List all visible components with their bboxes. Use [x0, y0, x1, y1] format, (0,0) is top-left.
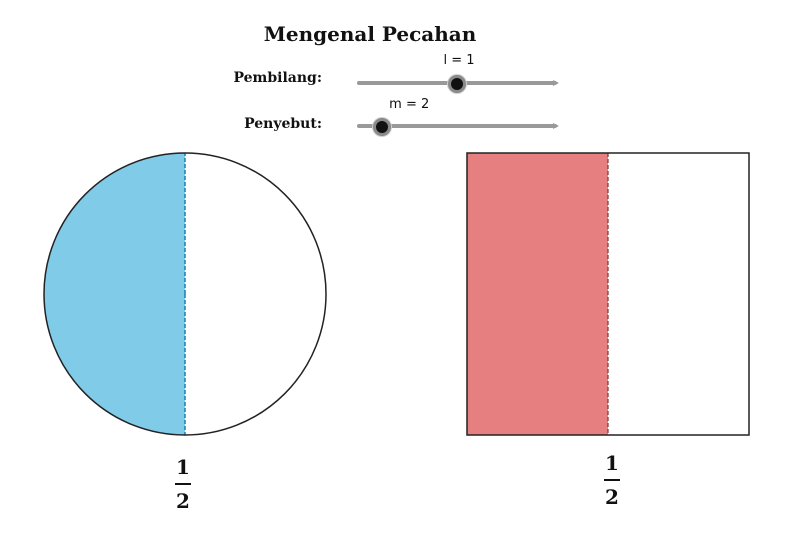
rectangle-fraction-model [466, 152, 750, 436]
circle-fraction-model [43, 152, 327, 436]
rectangle-fraction-denominator: 2 [605, 485, 619, 509]
circle-fraction-bar [175, 483, 191, 485]
rectangle-fraction-numerator: 1 [605, 451, 619, 475]
rectangle-fraction-label: 1 2 [592, 452, 632, 508]
numerator-slider-value: l = 1 [443, 53, 475, 68]
rectangle-shaded-part [467, 153, 608, 435]
circle-fraction-label: 1 2 [163, 456, 203, 512]
circle-shaded-sector [44, 153, 185, 435]
circle-fraction-denominator: 2 [176, 489, 190, 513]
page-title: Mengenal Pecahan [263, 22, 477, 46]
circle-fraction-numerator: 1 [176, 455, 190, 479]
numerator-slider-handle[interactable] [448, 75, 466, 93]
denominator-slider-label: Penyebut: [244, 116, 322, 132]
rectangle-outline [466, 152, 750, 436]
denominator-slider-handle[interactable] [373, 118, 392, 136]
numerator-slider-label: Pembilang: [233, 70, 322, 86]
denominator-slider-value: m = 2 [389, 97, 430, 112]
rectangle-fraction-bar [604, 479, 620, 481]
denominator-slider-track[interactable] [357, 123, 559, 129]
circle-outline [43, 152, 327, 436]
